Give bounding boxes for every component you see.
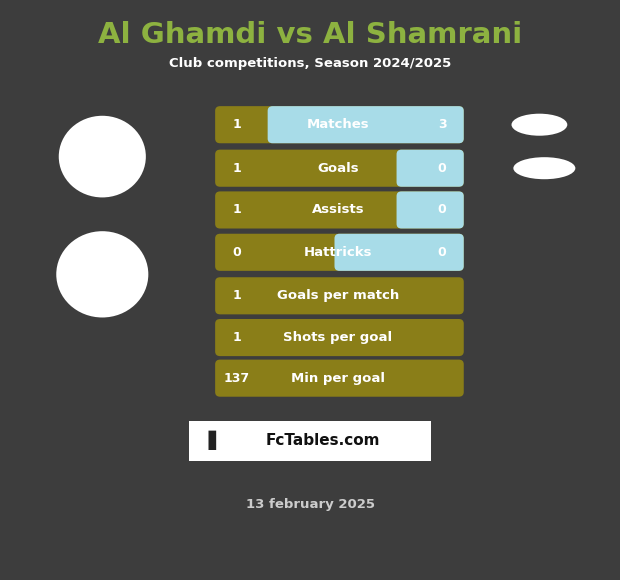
Text: Assists: Assists: [312, 204, 364, 216]
FancyBboxPatch shape: [215, 319, 464, 356]
FancyBboxPatch shape: [215, 191, 464, 229]
Text: 0: 0: [438, 204, 446, 216]
Text: 3: 3: [438, 118, 446, 131]
Text: 0: 0: [232, 246, 241, 259]
Text: FcTables.com: FcTables.com: [265, 433, 379, 448]
Text: Hattricks: Hattricks: [304, 246, 372, 259]
FancyBboxPatch shape: [215, 277, 464, 314]
FancyBboxPatch shape: [215, 360, 464, 397]
Text: 1: 1: [232, 204, 241, 216]
Text: 1: 1: [232, 331, 241, 344]
FancyBboxPatch shape: [215, 150, 464, 187]
FancyBboxPatch shape: [215, 106, 464, 143]
Ellipse shape: [513, 157, 575, 179]
FancyBboxPatch shape: [335, 234, 464, 271]
Circle shape: [60, 117, 144, 196]
Text: 1: 1: [232, 289, 241, 302]
Text: Goals per match: Goals per match: [277, 289, 399, 302]
Text: Club competitions, Season 2024/2025: Club competitions, Season 2024/2025: [169, 57, 451, 70]
Text: 13 february 2025: 13 february 2025: [246, 498, 374, 511]
Circle shape: [58, 233, 147, 316]
Text: 1: 1: [232, 162, 241, 175]
Text: 1: 1: [232, 118, 241, 131]
FancyBboxPatch shape: [189, 420, 431, 461]
Text: Min per goal: Min per goal: [291, 372, 385, 385]
Ellipse shape: [512, 114, 567, 136]
FancyBboxPatch shape: [397, 191, 464, 229]
Text: 0: 0: [438, 246, 446, 259]
Text: Shots per goal: Shots per goal: [283, 331, 392, 344]
FancyBboxPatch shape: [397, 150, 464, 187]
Text: 0: 0: [438, 162, 446, 175]
Text: Matches: Matches: [306, 118, 370, 131]
Text: ▐: ▐: [200, 431, 215, 451]
Text: Al Ghamdi vs Al Shamrani: Al Ghamdi vs Al Shamrani: [98, 21, 522, 49]
Text: 137: 137: [224, 372, 250, 385]
Text: Goals: Goals: [317, 162, 359, 175]
FancyBboxPatch shape: [215, 234, 464, 271]
FancyBboxPatch shape: [268, 106, 464, 143]
